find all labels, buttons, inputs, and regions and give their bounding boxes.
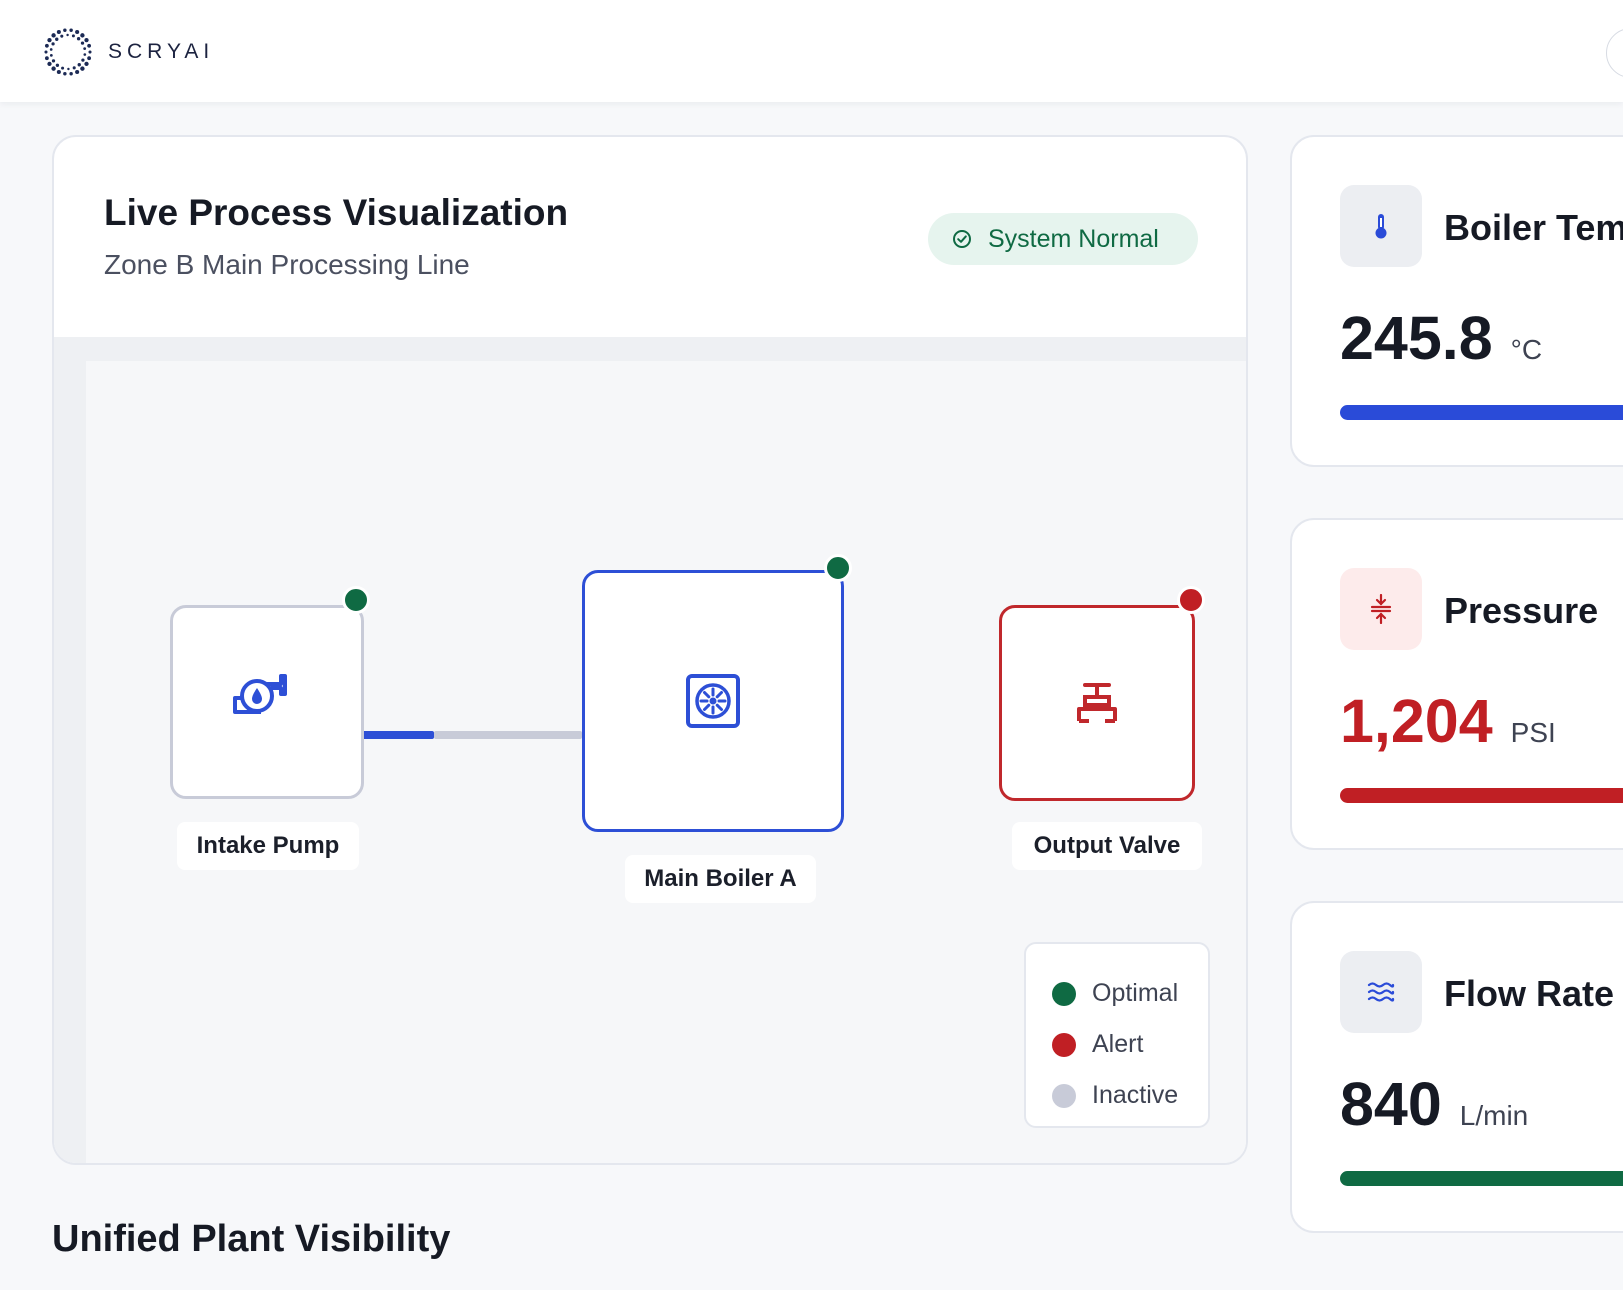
waves-icon (1340, 951, 1422, 1033)
legend-item-alert: Alert (1026, 1019, 1208, 1070)
node-main-boiler-a[interactable] (582, 570, 844, 832)
process-diagram-canvas: Intake Pump Main Boiler A (54, 337, 1246, 1163)
system-status-badge: System Normal (928, 213, 1198, 265)
pump-icon (233, 674, 287, 714)
main-boiler-label: Main Boiler A (625, 855, 816, 903)
section-title: Unified Plant Visibility (52, 1218, 451, 1260)
card-subtitle: Zone B Main Processing Line (104, 249, 470, 280)
user-avatar-icon[interactable] (1606, 28, 1623, 78)
canvas-left-strip (54, 337, 86, 1163)
metric-value: 840 (1340, 1070, 1442, 1138)
output-valve-label: Output Valve (1012, 822, 1202, 870)
metric-progress-bar (1340, 1171, 1623, 1186)
scryai-logo-icon[interactable] (40, 24, 96, 80)
metric-value: 245.8 (1340, 304, 1493, 372)
legend-label-inactive: Inactive (1092, 1081, 1179, 1109)
metric-unit: PSI (1510, 717, 1556, 748)
legend-swatch-alert (1052, 1032, 1076, 1057)
metric-progress-bar (1340, 788, 1623, 803)
system-status-label: System Normal (988, 224, 1159, 253)
brand-name[interactable]: SCRYAI (108, 40, 215, 63)
check-circle-icon (953, 230, 971, 248)
valve-icon (1077, 683, 1117, 723)
compress-arrows-icon (1340, 568, 1422, 650)
pipe-inactive-segment (434, 731, 582, 739)
legend-item-inactive: Inactive (1026, 1070, 1208, 1121)
intake-pump-label: Intake Pump (177, 822, 359, 870)
metric-value: 1,204 (1340, 687, 1493, 755)
metric-unit: °C (1510, 334, 1543, 365)
metric-title: Flow Rate (1444, 973, 1615, 1014)
canvas-top-strip (54, 337, 1246, 361)
intake-pump-status-dot (342, 586, 370, 614)
metric-title: Pressure (1444, 590, 1599, 631)
metric-progress-bar (1340, 405, 1623, 420)
metric-unit: L/min (1459, 1100, 1529, 1131)
status-legend: Optimal Alert Inactive (1024, 942, 1210, 1128)
metric-value-row: 245.8 °C (1340, 303, 1542, 373)
output-valve-status-dot (1177, 586, 1205, 614)
legend-item-optimal: Optimal (1026, 968, 1208, 1019)
main-boiler-status-dot (824, 554, 852, 582)
legend-swatch-optimal (1052, 981, 1076, 1006)
metric-title: Boiler Temperature (1444, 207, 1623, 248)
legend-swatch-inactive (1052, 1083, 1076, 1108)
metric-card-flow-rate[interactable]: Flow Rate 840 L/min (1290, 901, 1623, 1233)
card-title: Live Process Visualization (104, 192, 569, 233)
legend-label-optimal: Optimal (1092, 979, 1179, 1007)
metric-card-pressure[interactable]: Pressure 1,204 PSI (1290, 518, 1623, 850)
legend-label-alert: Alert (1092, 1030, 1144, 1058)
metric-value-row: 1,204 PSI (1340, 686, 1556, 756)
metric-card-boiler-temperature[interactable]: Boiler Temperature 245.8 °C (1290, 135, 1623, 467)
node-output-valve[interactable] (999, 605, 1195, 801)
top-navigation-bar: SCRYAI (0, 0, 1623, 102)
boiler-icon (686, 674, 740, 728)
process-visualization-card: Live Process Visualization Zone B Main P… (52, 135, 1248, 1165)
node-intake-pump[interactable] (170, 605, 364, 799)
metric-value-row: 840 L/min (1340, 1069, 1528, 1139)
thermometer-icon (1340, 185, 1422, 267)
